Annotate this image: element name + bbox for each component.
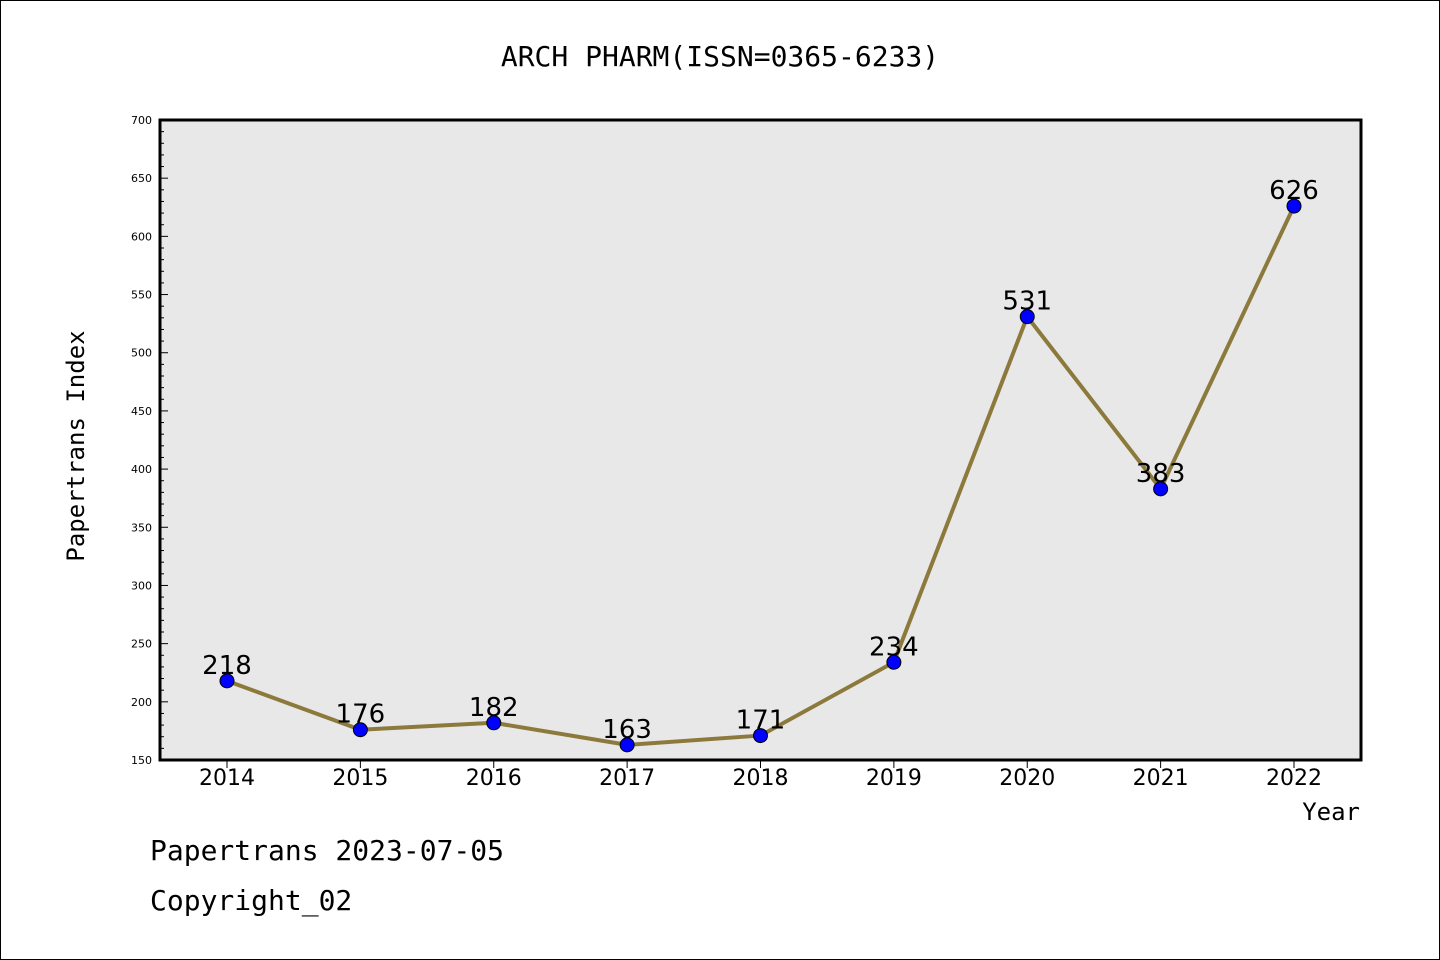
data-label: 182 (469, 693, 519, 723)
footer-date: Papertrans 2023-07-05 (150, 834, 505, 867)
data-label: 163 (602, 715, 652, 745)
y-tick-label: 250 (131, 638, 152, 651)
y-tick-label: 400 (131, 463, 152, 476)
y-tick-label: 700 (131, 114, 152, 127)
x-tick-label: 2022 (1266, 766, 1322, 791)
data-label: 531 (1002, 287, 1052, 317)
footer-copyright: Copyright_02 (150, 884, 353, 917)
x-tick-label: 2018 (733, 766, 789, 791)
y-tick-label: 150 (131, 754, 152, 767)
x-tick-label: 2021 (1133, 766, 1189, 791)
y-tick-label: 600 (131, 230, 152, 243)
data-point (1286, 198, 1302, 214)
y-axis: 150 200 250 300 350 400 450 500 550 600 650 700 (131, 114, 168, 767)
y-tick-label: 500 (131, 347, 152, 360)
y-tick-label: 550 (131, 289, 152, 302)
plot-area (158, 118, 1363, 762)
y-tick-label: 350 (131, 521, 152, 534)
data-point (352, 722, 368, 738)
series-group: 218 176 182 163 171 234 531 383 626 (202, 176, 1319, 753)
x-tick-label: 2020 (999, 766, 1055, 791)
y-axis-label: Papertrans Index (62, 330, 90, 561)
data-label: 218 (202, 651, 252, 681)
data-point (1153, 481, 1169, 497)
data-label: 626 (1269, 176, 1319, 206)
x-tick-label: 2017 (599, 766, 655, 791)
x-axis: 2014 2015 2016 2017 2018 2019 2020 2021 2022 (199, 760, 1322, 791)
x-tick-label: 2019 (866, 766, 922, 791)
chart-title: ARCH PHARM(ISSN=0365-6233) (501, 40, 939, 73)
data-point (619, 737, 635, 753)
data-label: 234 (869, 632, 919, 662)
data-point (886, 654, 902, 670)
y-tick-label: 450 (131, 405, 152, 418)
x-axis-label: Year (1302, 798, 1360, 826)
y-tick-label: 200 (131, 696, 152, 709)
data-point (486, 715, 502, 731)
data-point (1019, 309, 1035, 325)
y-tick-label: 300 (131, 579, 152, 592)
data-point (753, 728, 768, 744)
x-tick-label: 2014 (199, 766, 255, 791)
data-label: 176 (336, 700, 386, 730)
data-label: 383 (1136, 459, 1186, 489)
data-label: 171 (736, 706, 786, 736)
y-tick-label: 650 (131, 172, 152, 185)
data-point (219, 673, 235, 689)
x-tick-label: 2016 (466, 766, 522, 791)
x-tick-label: 2015 (332, 766, 388, 791)
